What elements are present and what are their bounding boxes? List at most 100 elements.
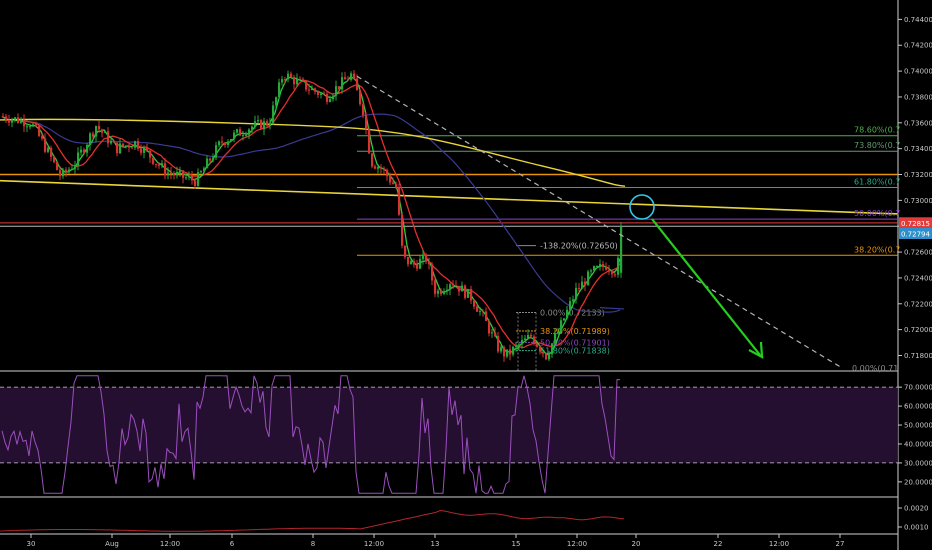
candle-body: [434, 280, 437, 294]
candle-body: [545, 353, 548, 360]
candle-body: [221, 141, 224, 143]
candle-body: [563, 318, 566, 321]
candle-body: [266, 121, 269, 126]
candle-body: [248, 129, 251, 135]
candle-body: [155, 163, 158, 165]
candle-body: [53, 156, 56, 163]
ma-slow-line: [1, 113, 621, 313]
time-tick-label: 20: [632, 540, 641, 548]
candle-body: [533, 336, 536, 345]
candle-body: [26, 126, 29, 128]
candle-body: [518, 344, 521, 346]
candle-body: [395, 184, 398, 188]
candle-body: [77, 152, 80, 166]
candle-body: [173, 173, 176, 176]
candle-body: [59, 170, 62, 177]
candle-body: [104, 131, 107, 133]
candle-body: [107, 131, 110, 144]
fib-small-label: 0.00%(0.72133): [540, 308, 605, 317]
candle-body: [17, 117, 20, 123]
candle-body: [128, 145, 131, 148]
candle-body: [200, 171, 203, 173]
candle-body: [593, 266, 596, 271]
price-tick-label: 0.71800: [904, 352, 932, 360]
candle-body: [317, 91, 320, 96]
projection-arrow-head: [748, 341, 764, 359]
candle-body: [320, 93, 323, 96]
candle-body: [164, 163, 167, 176]
candle-body: [305, 80, 308, 90]
candle-body: [137, 141, 140, 149]
candle-body: [293, 76, 296, 85]
time-tick-label: 6: [230, 540, 235, 548]
candle-body: [74, 165, 77, 169]
fib-level-label: 38.20%(0.7: [854, 245, 900, 254]
candle-body: [338, 86, 341, 90]
candle-body: [38, 125, 41, 137]
candle-body: [398, 187, 401, 215]
candle-body: [377, 167, 380, 169]
price-tick-label: 0.74200: [904, 42, 932, 50]
fib-level-label: 61.80%(0.7: [854, 177, 900, 186]
candle-body: [71, 168, 74, 170]
candle-body: [260, 119, 263, 130]
candle-body: [602, 263, 605, 267]
time-tick-label: 12:00: [567, 540, 587, 548]
candle-body: [224, 142, 227, 145]
candle-body: [524, 338, 527, 340]
candle-body: [515, 345, 518, 347]
candle-body: [329, 99, 332, 102]
time-tick-label: 22: [714, 540, 723, 548]
candle-body: [470, 288, 473, 301]
candle-body: [491, 332, 494, 334]
candle-body: [476, 306, 479, 312]
candle-body: [215, 145, 218, 158]
candle-body: [140, 148, 143, 153]
candle-body: [419, 259, 422, 269]
candle-body: [509, 349, 512, 355]
candle-body: [242, 135, 245, 137]
candle-body: [182, 170, 185, 178]
candle-body: [203, 168, 206, 172]
fib-level-label: 73.80%(0.7: [854, 141, 900, 150]
rsi-tick-label: 50.0000: [904, 422, 932, 430]
candle-body: [527, 335, 530, 339]
candle-body: [269, 123, 272, 126]
candle-body: [599, 263, 602, 266]
candle-body: [14, 117, 17, 120]
candle-body: [380, 167, 383, 169]
projection-arrow-line: [651, 218, 761, 356]
highlight-circle: [629, 194, 655, 220]
price-tick-label: 0.73400: [904, 145, 932, 153]
rsi-tick-label: 40.0000: [904, 440, 932, 448]
candle-body: [5, 116, 8, 121]
time-tick-label: 12:00: [160, 540, 180, 548]
price-tag-box: [899, 217, 932, 229]
candle-body: [383, 168, 386, 170]
candle-body: [392, 182, 395, 185]
candle-body: [497, 336, 500, 352]
time-tick-label: 30: [27, 540, 36, 548]
candle-body: [521, 339, 524, 345]
candle-body: [488, 320, 491, 334]
candle-body: [149, 150, 152, 158]
candle-body: [584, 281, 587, 286]
candle-body: [263, 121, 266, 130]
candle-body: [47, 147, 50, 152]
candle-body: [29, 126, 32, 128]
candle-body: [302, 79, 305, 81]
candle-body: [23, 119, 26, 127]
candle-body: [50, 147, 53, 157]
rsi-tick-label: 20.0000: [904, 478, 932, 486]
candle-body: [446, 289, 449, 292]
candle-body: [299, 78, 302, 80]
candle-body: [86, 144, 89, 153]
candle-body: [551, 343, 554, 355]
candle-body: [125, 145, 128, 147]
candle-body: [362, 104, 365, 116]
price-tick-label: 0.73800: [904, 93, 932, 101]
candle-body: [161, 163, 164, 166]
time-tick-label: 12:00: [769, 540, 789, 548]
